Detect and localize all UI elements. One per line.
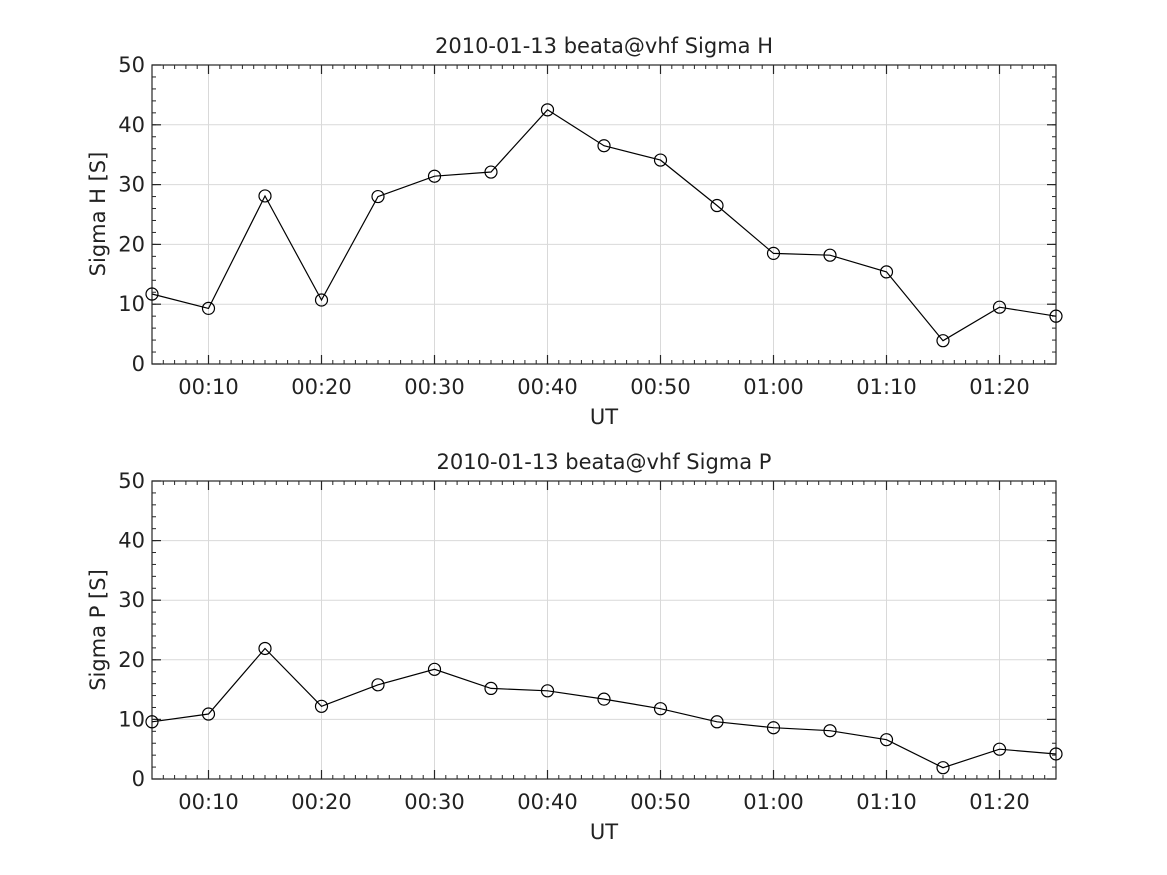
sigma-h-x-tick-label: 00:50 bbox=[630, 375, 691, 399]
sigma-p-data-point bbox=[371, 678, 385, 692]
sigma-h-data-point bbox=[258, 189, 272, 203]
sigma-h-series-line bbox=[151, 109, 1057, 342]
sigma-h-y-tick-label: 0 bbox=[132, 352, 145, 376]
sigma-h-y-tick-label: 10 bbox=[118, 292, 145, 316]
sigma-p-data-point bbox=[879, 733, 894, 747]
sigma-h-data-point bbox=[653, 153, 668, 167]
sigma-p-x-tick-label: 01:00 bbox=[743, 790, 804, 814]
sigma-h-y-tick-label: 50 bbox=[118, 53, 145, 77]
sigma-p-x-axis-label: UT bbox=[590, 820, 618, 844]
sigma-p-axes-frame bbox=[151, 480, 1057, 780]
sigma-h-panel: 2010-01-13 beata@vhf Sigma H UT Sigma H … bbox=[86, 34, 1063, 429]
sigma-p-y-tick-label: 0 bbox=[132, 767, 145, 791]
sigma-p-y-tick-label: 40 bbox=[118, 529, 145, 553]
sigma-p-y-tick-label: 50 bbox=[118, 469, 145, 493]
sigma-h-title: 2010-01-13 beata@vhf Sigma H bbox=[435, 34, 773, 58]
sigma-p-data-point bbox=[484, 681, 498, 696]
sigma-h-data-point bbox=[540, 103, 555, 117]
sigma-h-data-point bbox=[314, 293, 329, 307]
sigma-h-data-point bbox=[879, 265, 894, 279]
sigma-h-x-tick-label: 01:10 bbox=[856, 375, 917, 399]
sigma-p-x-tick-label: 00:50 bbox=[630, 790, 691, 814]
sigma-h-x-tick-label: 00:40 bbox=[517, 375, 578, 399]
sigma-h-data-point bbox=[823, 248, 837, 262]
sigma-p-y-tick-label: 10 bbox=[118, 707, 145, 731]
sigma-p-x-tick-label: 00:30 bbox=[404, 790, 465, 814]
sigma-p-data-point bbox=[936, 761, 950, 775]
sigma-h-x-tick-label: 00:30 bbox=[404, 375, 465, 399]
sigma-p-data-point bbox=[1049, 747, 1063, 761]
sigma-p-data-point bbox=[258, 641, 272, 656]
sigma-h-y-axis-label: Sigma H [S] bbox=[86, 152, 110, 277]
sigma-p-series-line bbox=[151, 647, 1057, 769]
sigma-h-data-point bbox=[371, 189, 385, 204]
sigma-p-y-axis-label: Sigma P [S] bbox=[86, 569, 110, 691]
sigma-h-data-point bbox=[201, 301, 216, 315]
sigma-p-data-point bbox=[314, 699, 329, 713]
sigma-h-data-point bbox=[145, 287, 159, 301]
sigma-h-x-tick-label: 00:20 bbox=[291, 375, 352, 399]
sigma-p-data-point bbox=[766, 721, 781, 735]
sigma-h-y-tick-label: 20 bbox=[118, 232, 145, 256]
sigma-p-data-point bbox=[145, 715, 159, 729]
sigma-p-x-tick-label: 00:10 bbox=[178, 790, 239, 814]
sigma-h-data-point bbox=[766, 246, 781, 260]
sigma-p-y-tick-label: 20 bbox=[118, 648, 145, 672]
sigma-p-title: 2010-01-13 beata@vhf Sigma P bbox=[437, 450, 772, 474]
sigma-h-x-tick-label: 01:20 bbox=[969, 375, 1030, 399]
sigma-h-data-point bbox=[936, 334, 950, 348]
sigma-p-data-point bbox=[823, 724, 837, 738]
sigma-h-y-tick-label: 40 bbox=[118, 113, 145, 137]
sigma-h-x-axis-label: UT bbox=[590, 405, 618, 429]
sigma-h-x-tick-label: 00:10 bbox=[178, 375, 239, 399]
sigma-p-x-tick-label: 00:20 bbox=[291, 790, 352, 814]
sigma-h-data-point bbox=[992, 300, 1007, 314]
sigma-p-panel: 2010-01-13 beata@vhf Sigma P UT Sigma P … bbox=[86, 450, 1063, 844]
sigma-h-x-tick-label: 01:00 bbox=[743, 375, 804, 399]
sigma-h-data-point bbox=[484, 165, 498, 179]
sigma-p-data-point bbox=[201, 707, 216, 721]
sigma-h-axes-frame bbox=[151, 64, 1057, 365]
sigma-p-y-tick-label: 30 bbox=[118, 588, 145, 612]
sigma-p-x-tick-label: 01:10 bbox=[856, 790, 917, 814]
sigma-p-data-point bbox=[540, 684, 555, 698]
sigma-p-data-point bbox=[710, 715, 724, 729]
sigma-h-data-point bbox=[1049, 309, 1063, 323]
sigma-h-data-point bbox=[427, 169, 442, 183]
sigma-p-x-tick-label: 00:40 bbox=[517, 790, 578, 814]
sigma-p-data-point bbox=[427, 662, 442, 676]
sigma-p-x-tick-label: 01:20 bbox=[969, 790, 1030, 814]
sigma-h-data-point bbox=[710, 198, 724, 213]
sigma-p-data-point bbox=[653, 702, 668, 716]
sigma-p-data-point bbox=[597, 692, 611, 706]
sigma-h-y-tick-label: 30 bbox=[118, 173, 145, 197]
sigma-h-data-point bbox=[597, 139, 611, 153]
sigma-p-data-point bbox=[992, 742, 1007, 756]
